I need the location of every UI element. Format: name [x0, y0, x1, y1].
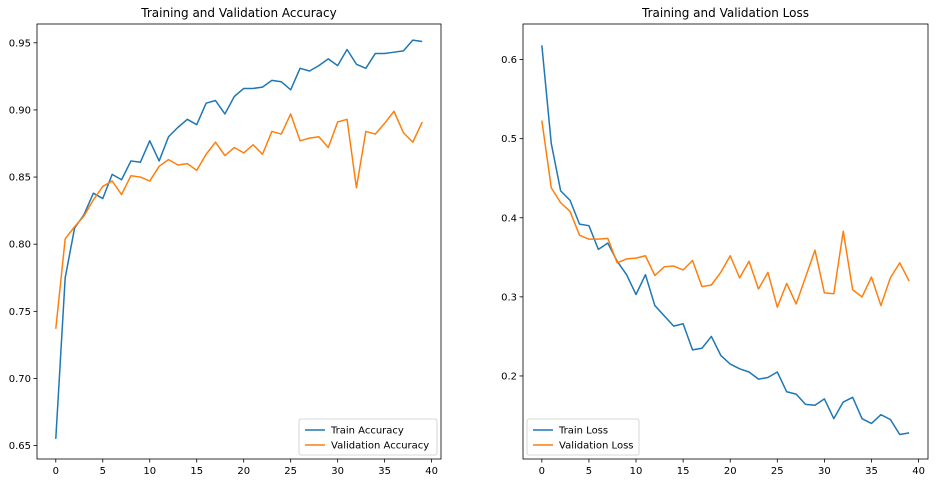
- legend-label: Train Accuracy: [330, 426, 404, 437]
- x-tick-label: 30: [818, 466, 831, 477]
- x-tick-label: 0: [539, 466, 545, 477]
- legend-label: Validation Accuracy: [331, 441, 429, 452]
- x-tick-label: 15: [190, 466, 203, 477]
- chart-panel-1: Training and Validation Accuracy 0 5 10 15 20…: [9, 6, 442, 477]
- x-tick-label: 30: [331, 466, 344, 477]
- x-tick-label: 10: [143, 466, 156, 477]
- series-line-1: [541, 45, 910, 436]
- y-tick-label: 0.6: [501, 55, 517, 66]
- x-tick-label: 5: [100, 466, 106, 477]
- plot-frame: [36, 23, 442, 460]
- series-line-1: [55, 39, 423, 439]
- chart-title: Training and Validation Accuracy: [140, 6, 336, 20]
- chart-panel-2: Training and Validation Loss 0 5 10 15 20 25 30…: [501, 6, 929, 477]
- x-tick-label: 35: [378, 466, 391, 477]
- y-tick-label: 0.65: [9, 441, 31, 452]
- series-line-2: [541, 120, 910, 308]
- legend-label: Validation Loss: [559, 441, 634, 452]
- x-tick-label: 15: [677, 466, 690, 477]
- x-tick-label: 40: [912, 466, 925, 477]
- legend: Train Loss Validation Loss: [526, 418, 640, 456]
- y-tick-label: 0.3: [501, 292, 517, 303]
- x-tick-label: 20: [724, 466, 737, 477]
- x-tick-label: 10: [630, 466, 643, 477]
- y-tick-label: 0.80: [9, 240, 31, 251]
- y-tick-label: 0.90: [9, 105, 31, 116]
- x-tick-label: 40: [425, 466, 438, 477]
- y-tick-label: 0.5: [501, 134, 517, 145]
- y-tick-label: 0.75: [9, 307, 31, 318]
- legend-box: [298, 418, 438, 456]
- chart-title: Training and Validation Loss: [641, 6, 809, 20]
- y-tick-label: 0.95: [9, 38, 31, 49]
- x-tick-label: 5: [586, 466, 592, 477]
- legend: Train Accuracy Validation Accuracy: [298, 418, 438, 456]
- x-tick-label: 20: [237, 466, 250, 477]
- y-tick-label: 0.70: [9, 374, 31, 385]
- plot-frame: [522, 23, 929, 460]
- x-tick-label: 25: [284, 466, 297, 477]
- y-tick-label: 0.85: [9, 173, 31, 184]
- x-tick-label: 0: [53, 466, 59, 477]
- y-tick-label: 0.4: [501, 213, 517, 224]
- series-line-2: [55, 110, 423, 329]
- x-tick-label: 25: [771, 466, 784, 477]
- legend-box: [526, 418, 640, 456]
- legend-label: Train Loss: [558, 426, 608, 437]
- x-tick-label: 35: [865, 466, 878, 477]
- y-tick-label: 0.2: [501, 371, 517, 382]
